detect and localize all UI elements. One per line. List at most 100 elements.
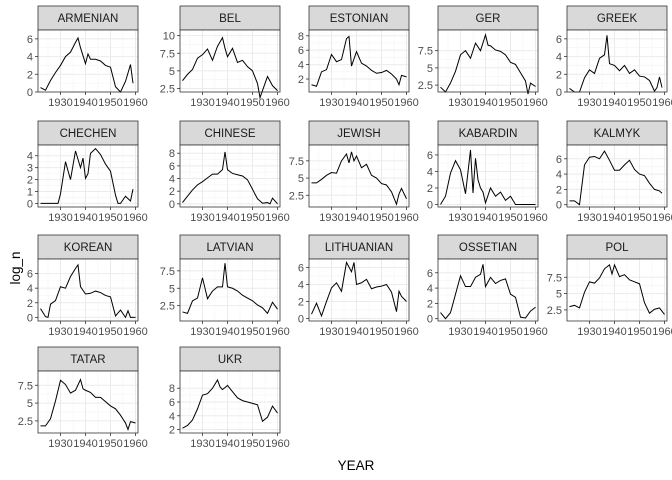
y-tick-label: 8 [298,31,304,43]
facet-strip-label: CHECHEN [60,128,117,140]
y-tick-label: 7.5 [547,272,562,284]
facet-strip-label: KALMYK [594,128,641,140]
y-tick-label: 4 [169,174,175,186]
series-line-lithuanian [311,260,407,318]
y-tick-label: 2 [427,183,433,195]
y-tick-label: 2 [427,298,433,310]
facet-strip [437,234,539,260]
y-tick-label: 4 [298,60,304,72]
facet-strip [308,120,410,146]
facet-strip [566,5,668,31]
x-tick-label: 1930 [48,212,72,224]
series-line-pol [569,263,665,315]
x-tick-label: 1960 [394,97,418,109]
y-tick-label: 6 [27,269,33,281]
y-tick-label: 4 [556,169,562,181]
facet-strip-label: UKR [218,354,242,366]
y-axis-title: log_n [8,251,23,284]
facet-gridlines [309,259,409,321]
y-tick-label: 6 [298,45,304,57]
x-tick-label: 1940 [215,97,239,109]
y-tick-label: 4 [427,283,433,295]
y-tick-label: 2 [556,69,562,81]
x-tick-label: 1960 [123,438,147,450]
facet-bel: BEL 2.5 5 7.5 10 1930 1940 1950 1960 [160,5,290,109]
facet-ger: GER 2.5 5 7.5 1930 1940 1950 1960 [418,5,548,109]
x-tick-label: 1950 [498,326,522,338]
x-tick-label: 1940 [344,212,368,224]
y-tick-label: 4 [27,52,33,64]
y-tick-label: 0 [556,87,562,99]
x-tick-label: 1960 [523,97,547,109]
y-tick-label: 5 [169,66,175,78]
facet-gridlines [309,30,409,92]
y-tick-label: 2 [298,74,304,86]
facet-estonian: ESTONIAN 2 4 6 8 1930 1940 1950 1960 [298,5,419,109]
y-tick-label: 5 [298,173,304,185]
facet-strip-label: LATVIAN [206,242,253,254]
facet-jewish: JEWISH 2.5 5 7.5 1930 1940 1950 1960 [289,120,419,224]
y-tick-label: 0 [169,199,175,211]
y-tick-label: 7.5 [418,46,433,58]
y-tick-label: 6 [27,34,33,46]
x-tick-label: 1960 [652,212,672,224]
x-tick-label: 1960 [265,212,289,224]
x-tick-label: 1930 [48,97,72,109]
facet-panel-bg [567,259,667,321]
facet-panel-border [566,29,668,93]
x-tick-label: 1950 [369,97,393,109]
y-tick-label: 4 [27,151,33,163]
x-tick-label: 1950 [98,97,122,109]
x-tick-label: 1950 [98,326,122,338]
y-tick-label: 7.5 [160,266,175,278]
y-tick-label: 2.5 [18,416,33,428]
x-tick-label: 1940 [473,326,497,338]
x-tick-label: 1950 [98,212,122,224]
facet-gridlines [180,259,280,321]
series-line-chechen [40,147,134,204]
facet-strip [37,234,139,260]
facet-strip [37,5,139,31]
x-tick-label: 1940 [473,97,497,109]
facet-strip-label: CHINESE [204,128,255,140]
x-tick-label: 1930 [190,97,214,109]
x-tick-label: 1960 [523,212,547,224]
y-tick-label: 2 [556,184,562,196]
x-tick-label: 1960 [394,326,418,338]
x-tick-label: 1930 [319,212,343,224]
facet-strip-label: KOREAN [64,242,113,254]
y-tick-label: 6 [427,268,433,280]
x-tick-label: 1940 [73,438,97,450]
x-tick-label: 1950 [627,326,651,338]
facet-panel-bg [180,145,280,207]
y-tick-label: 6 [556,34,562,46]
x-tick-label: 1960 [652,326,672,338]
facet-panel-bg [38,371,138,433]
y-tick-label: 1 [27,187,33,199]
x-tick-label: 1950 [498,212,522,224]
y-tick-label: 4 [427,166,433,178]
series-line-latvian [182,263,278,315]
facet-strip [308,234,410,260]
x-tick-label: 1940 [73,326,97,338]
facet-strip-label: GREEK [597,13,638,25]
x-tick-label: 1930 [319,97,343,109]
facet-panel-bg [438,259,538,321]
y-tick-label: 2.5 [160,83,175,95]
y-tick-label: 5 [556,289,562,301]
series-line-estonian [311,35,407,87]
x-tick-label: 1940 [344,97,368,109]
series-line-kabardin [440,149,536,206]
facet-gridlines [567,145,667,207]
facet-panel-border [308,29,410,93]
x-tick-label: 1940 [344,326,368,338]
y-tick-label: 2 [169,186,175,198]
y-tick-label: 2.5 [289,190,304,202]
facet-strip-label: KABARDIN [459,128,518,140]
y-tick-label: 5 [27,398,33,410]
facet-gridlines [180,145,280,207]
facet-panel-border [179,29,281,93]
